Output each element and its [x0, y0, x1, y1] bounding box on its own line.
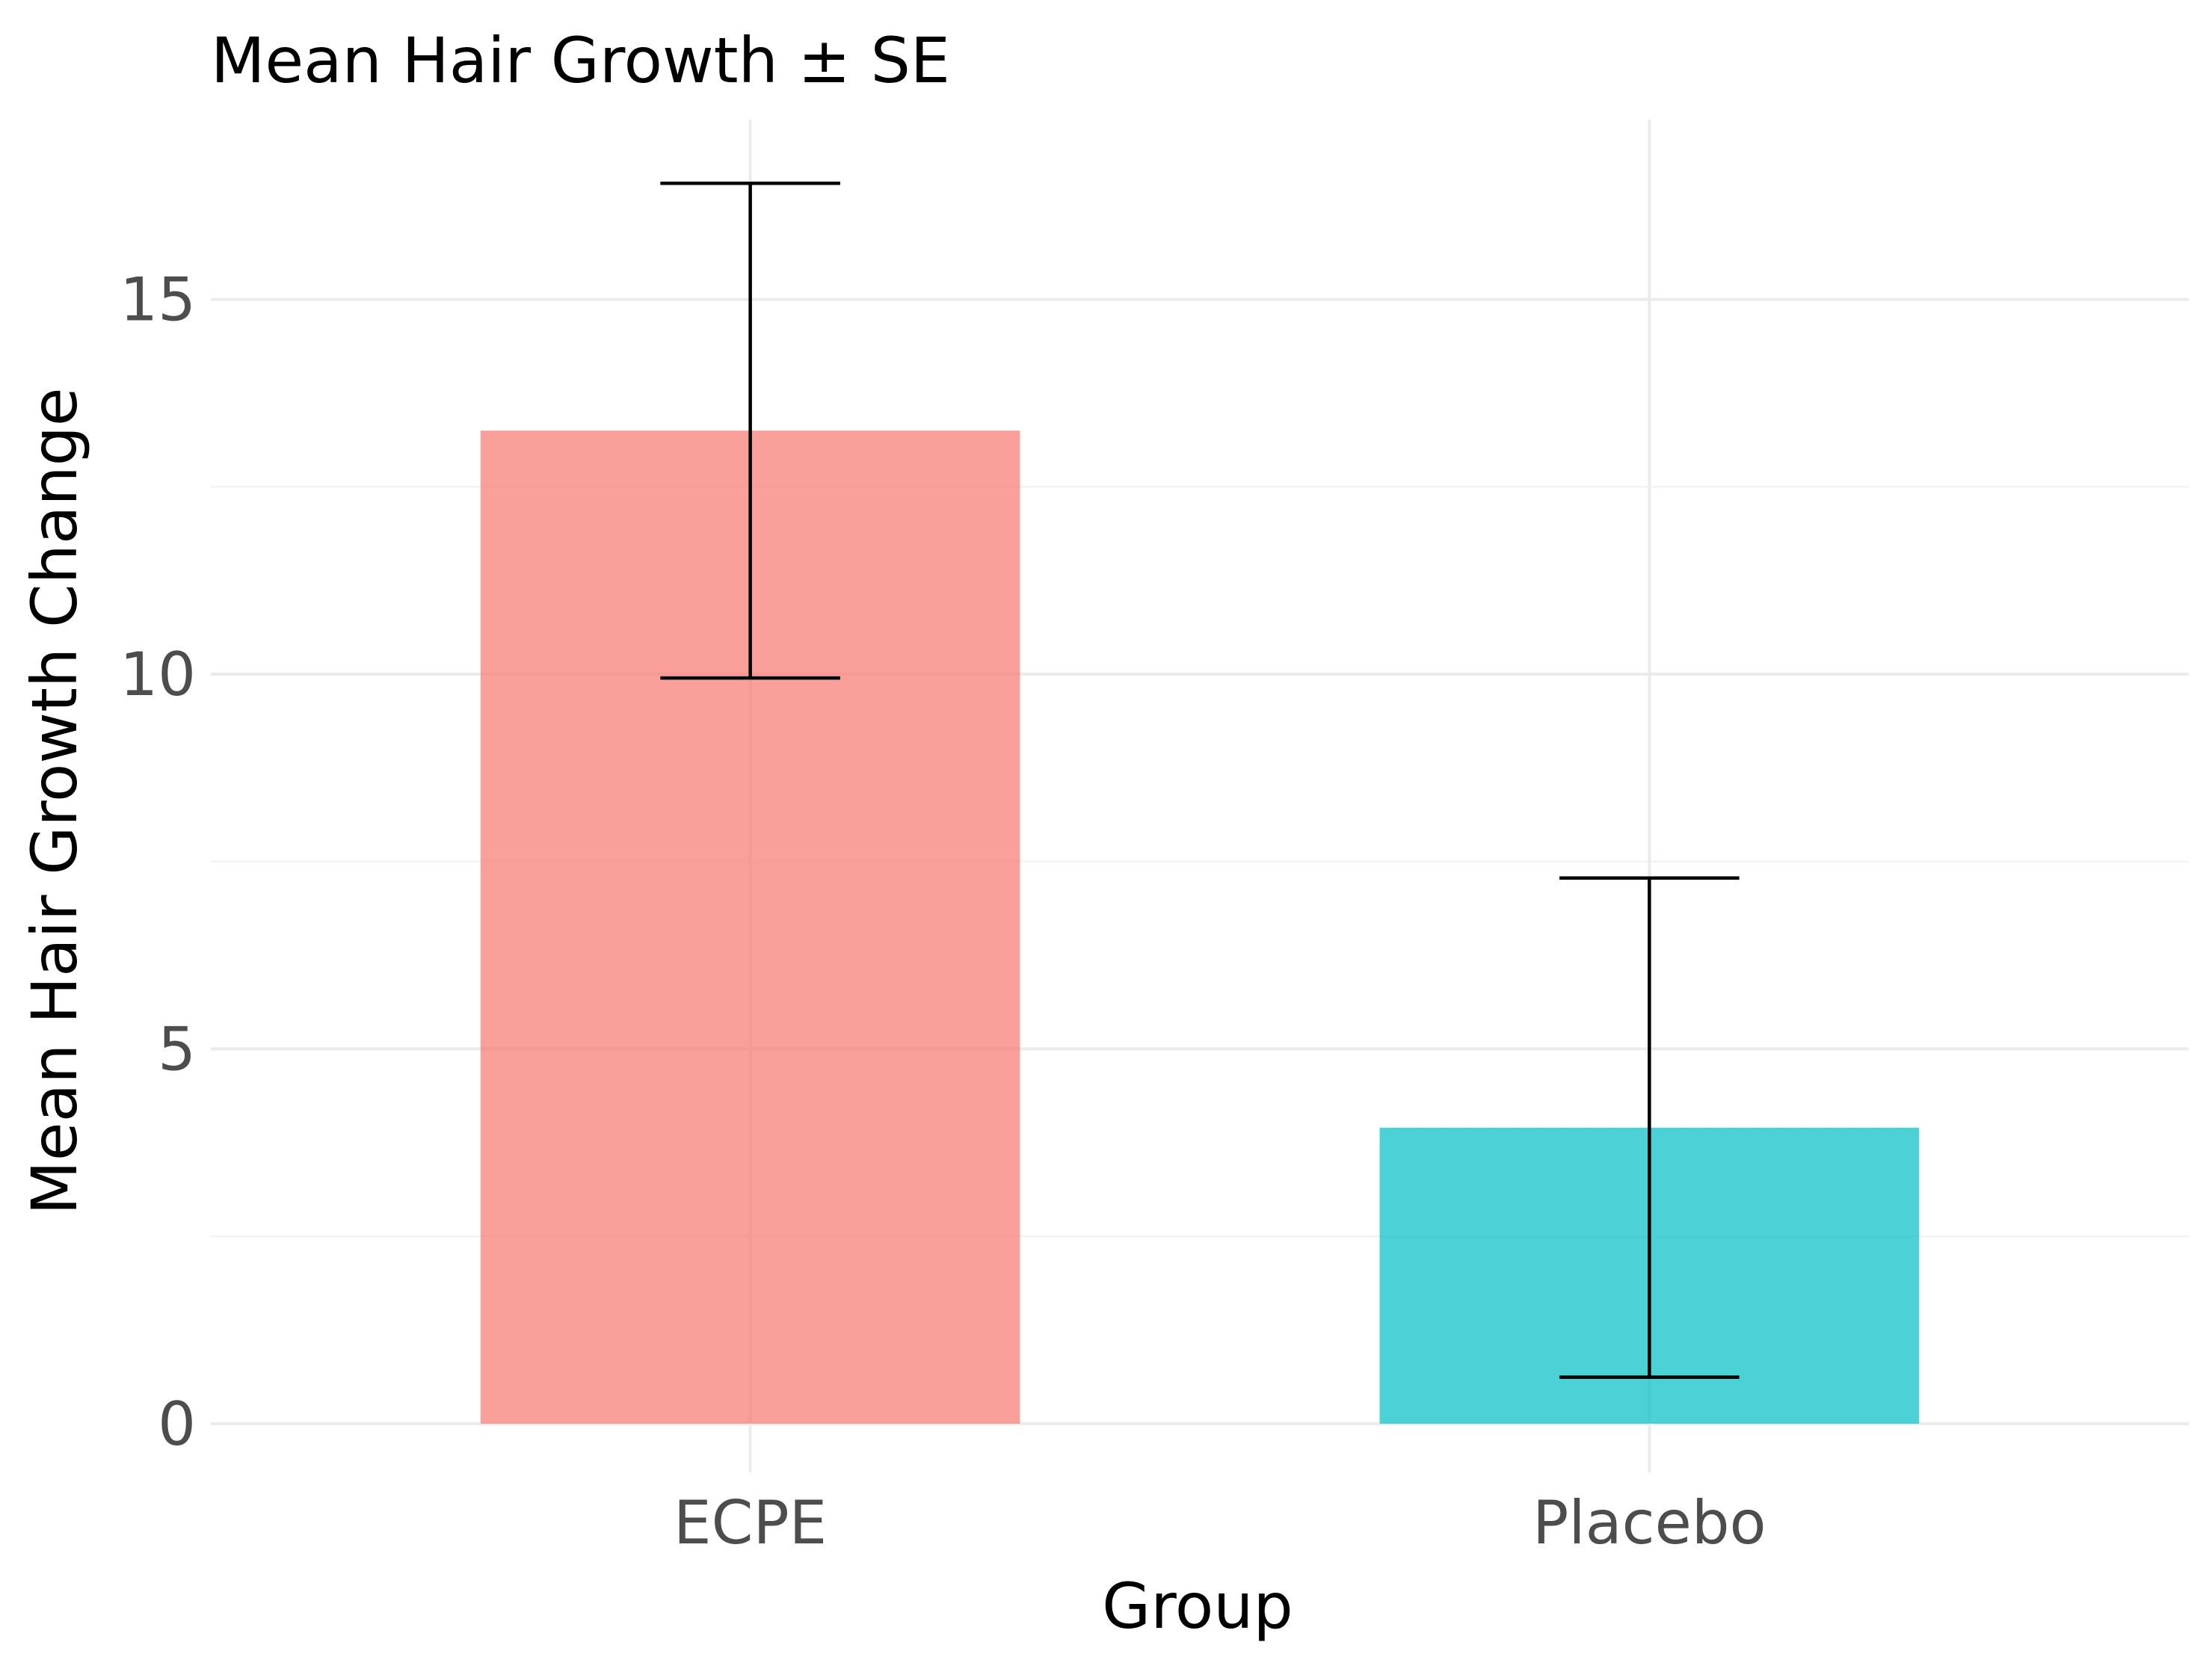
- chart-title: Mean Hair Growth ± SE: [211, 24, 950, 97]
- y-tick-label: 5: [158, 1014, 196, 1084]
- bars: [480, 431, 1920, 1424]
- x-tick-label: Placebo: [1532, 1488, 1766, 1558]
- error-bar-placebo: [1559, 876, 1740, 1379]
- y-tick-label: 10: [120, 640, 196, 709]
- y-tick-label: 0: [158, 1389, 196, 1459]
- y-axis-title: Mean Hair Growth Change: [18, 387, 91, 1215]
- x-axis-title: Group: [1102, 1570, 1293, 1643]
- y-tick-label: 15: [120, 265, 196, 335]
- error-bars: [660, 181, 1740, 1379]
- error-bar-ecpe: [660, 181, 840, 680]
- x-tick-labels: ECPE Placebo: [674, 1488, 1766, 1558]
- y-tick-labels: 0 5 10 15: [120, 265, 196, 1459]
- x-tick-label: ECPE: [674, 1488, 827, 1558]
